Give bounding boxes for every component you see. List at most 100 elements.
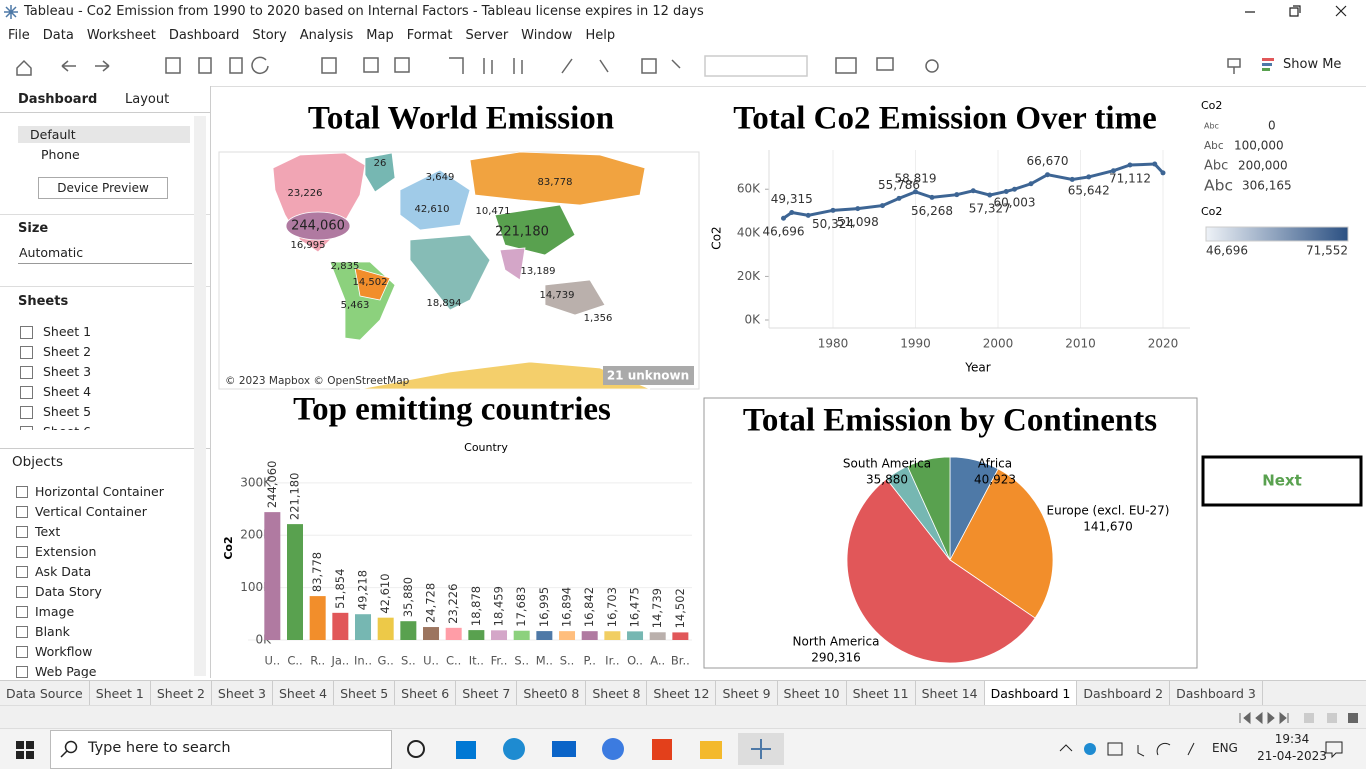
object-item[interactable]: Web Page: [35, 664, 97, 678]
next-button-frame[interactable]: [1201, 455, 1363, 507]
sheet-tab[interactable]: Sheet 14: [916, 681, 985, 706]
y-axis-title: Co2: [710, 226, 724, 249]
sheet-item[interactable]: Sheet 4: [43, 384, 92, 399]
point: [1127, 162, 1133, 168]
bar: [423, 627, 440, 640]
map-label: 16,995: [291, 240, 326, 251]
sheet-tab[interactable]: Sheet 4: [273, 681, 335, 706]
object-item[interactable]: Vertical Container: [35, 504, 147, 519]
taskbar-apps[interactable]: [400, 733, 790, 765]
size-select[interactable]: Automatic: [19, 245, 84, 260]
sheet-tab[interactable]: Sheet 10: [778, 681, 847, 706]
device-option[interactable]: Default: [30, 127, 76, 142]
sidebar-tab[interactable]: Layout: [125, 92, 170, 107]
sheet-tab[interactable]: Sheet 7: [456, 681, 518, 706]
device-option[interactable]: Phone: [41, 147, 80, 162]
menu-item[interactable]: Story: [252, 27, 287, 43]
language[interactable]: ENG: [1212, 741, 1238, 755]
object-item[interactable]: Blank: [35, 624, 70, 639]
value-label: 42,610: [378, 573, 392, 613]
scrollbar[interactable]: [194, 116, 206, 676]
menu-item[interactable]: Map: [366, 27, 394, 43]
window-controls[interactable]: [1240, 4, 1360, 20]
menu-item[interactable]: Server: [465, 27, 509, 43]
map-label: 23,226: [288, 188, 323, 199]
value-label: 71,112: [1109, 172, 1151, 186]
clock-date[interactable]: 21-04-2023: [1257, 749, 1327, 763]
menu-item[interactable]: Data: [42, 27, 74, 43]
object-item[interactable]: Data Story: [35, 584, 102, 599]
tray-icons[interactable]: [1058, 739, 1208, 759]
sidebar-tab[interactable]: Dashboard: [18, 92, 98, 107]
map-label: 42,610: [415, 204, 450, 215]
sheet-tab[interactable]: Sheet 6: [395, 681, 457, 706]
value-label: 46,696: [763, 225, 805, 239]
sheet-item[interactable]: Sheet 1: [43, 324, 92, 339]
sheet-tab[interactable]: Sheet 11: [847, 681, 916, 706]
sheet-tab[interactable]: Sheet 3: [212, 681, 273, 706]
sheet-tab[interactable]: Sheet 9: [716, 681, 778, 706]
value-label: 51,854: [333, 569, 347, 609]
y-tick-label: 300K: [240, 475, 272, 489]
show-me-button[interactable]: Show Me: [1283, 57, 1342, 72]
clock-time[interactable]: 19:34: [1274, 732, 1310, 746]
sheet-item[interactable]: Sheet 6: [43, 424, 91, 430]
size-legend-value: 100,000: [1234, 139, 1284, 153]
unknown-badge[interactable]: [603, 366, 694, 385]
menu-item[interactable]: Help: [585, 27, 616, 43]
value-label: 14,502: [673, 588, 687, 628]
sheet-item[interactable]: Sheet 2: [43, 344, 92, 359]
sheet-tab[interactable]: Dashboard 2: [1077, 681, 1171, 706]
object-item[interactable]: Extension: [35, 544, 97, 559]
start-button[interactable]: [16, 741, 34, 759]
map-label: 221,180: [495, 225, 549, 240]
sheet-tab[interactable]: Sheet 2: [151, 681, 212, 706]
color-legend-title: Co2: [1201, 205, 1222, 218]
menu-item[interactable]: Worksheet: [86, 27, 156, 43]
toolbar-icons: [16, 55, 1274, 77]
status-bar: [0, 705, 1366, 729]
size-legend-marker: Abc: [1204, 140, 1224, 152]
sheet-tab[interactable]: Sheet 1: [90, 681, 151, 706]
nav-icons[interactable]: [1232, 711, 1362, 725]
sheet-tab[interactable]: Sheet 12: [647, 681, 717, 706]
value-label: 58,819: [895, 171, 937, 185]
point: [1111, 168, 1116, 174]
menu-item[interactable]: Dashboard: [168, 27, 240, 43]
menu-item[interactable]: Analysis: [299, 27, 354, 43]
size-legend-title: Co2: [1201, 99, 1222, 112]
y-axis-title: Co2: [222, 536, 235, 559]
sheet-tab[interactable]: Dashboard 3: [1170, 681, 1263, 706]
point: [830, 207, 836, 213]
sheet-item[interactable]: Sheet 5: [43, 404, 92, 419]
next-button[interactable]: Next: [1262, 472, 1302, 490]
point: [880, 203, 885, 209]
divider: [0, 448, 210, 449]
menu-item[interactable]: Format: [406, 27, 453, 43]
menu-item[interactable]: Window: [521, 27, 573, 43]
sheet-tab[interactable]: Sheet 8: [586, 681, 648, 706]
x-tick-label: M..: [536, 654, 553, 668]
object-item[interactable]: Horizontal Container: [35, 484, 164, 499]
point: [781, 215, 786, 221]
menu-item[interactable]: File: [8, 27, 30, 43]
value-label: 17,683: [514, 586, 528, 626]
size-legend-value: 200,000: [1238, 159, 1288, 173]
object-item[interactable]: Text: [35, 524, 61, 539]
object-item[interactable]: Ask Data: [35, 564, 92, 579]
bar: [400, 621, 417, 640]
value-label: 16,842: [582, 587, 596, 627]
object-item[interactable]: Workflow: [35, 644, 93, 659]
bar: [513, 630, 530, 640]
sheet-tab[interactable]: Dashboard 1: [984, 681, 1078, 706]
sheet-item[interactable]: Sheet 3: [43, 364, 92, 379]
object-item[interactable]: Image: [35, 604, 75, 619]
sheet-tab[interactable]: Sheet0 8: [517, 681, 587, 706]
unknown-label: 21 unknown: [607, 369, 689, 383]
device-preview-button[interactable]: Device Preview: [38, 177, 168, 199]
x-tick-label: In..: [354, 654, 372, 668]
notifications[interactable]: [1324, 739, 1344, 759]
sheet-tab[interactable]: Sheet 5: [334, 681, 396, 706]
divider: [0, 286, 210, 287]
sheet-tab[interactable]: Data Source: [0, 681, 90, 706]
